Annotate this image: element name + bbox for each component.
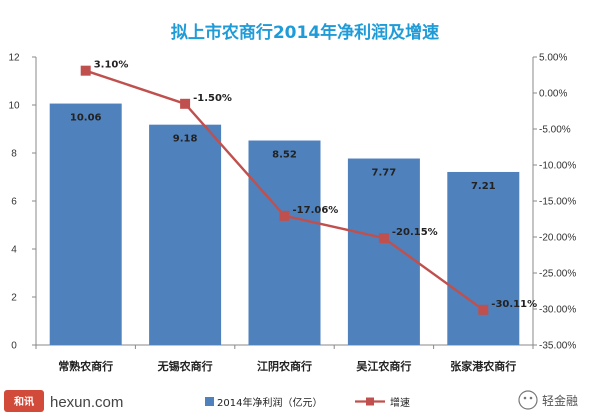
x-category-label: 江阴农商行 — [257, 359, 312, 373]
line-data-label: -20.15% — [392, 227, 438, 238]
y-left-tick-label: 10 — [8, 101, 20, 112]
y-right-tick-label: -20.00% — [539, 233, 576, 244]
growth-marker — [80, 65, 91, 76]
qingjinrong-text: 轻金融 — [542, 393, 578, 408]
y-right-tick-label: -30.00% — [539, 305, 576, 316]
legend-bar-swatch — [205, 397, 214, 406]
qingjinrong-watermark: 轻金融 — [518, 390, 578, 410]
y-left-tick-label: 4 — [11, 245, 17, 256]
growth-marker — [478, 304, 489, 315]
y-right-tick-label: -35.00% — [539, 341, 576, 352]
hexun-site-text: hexun.com — [50, 394, 123, 411]
bar — [149, 124, 222, 346]
y-left-tick-label: 0 — [11, 341, 17, 352]
axes: 0 2 4 6 8 10 12 -35.00% -30.00% -25.00% -20.00% -15… — [8, 53, 576, 374]
hexun-watermark: 和讯 hexun.com — [4, 390, 123, 412]
bar-series — [49, 103, 520, 346]
hexun-logo-text: 和讯 — [13, 395, 34, 408]
wechat-icon — [518, 390, 538, 410]
legend-bar-label: 2014年净利润（亿元） — [217, 396, 322, 409]
wechat-eye-left — [523, 396, 527, 400]
y-left-tick-label: 8 — [11, 149, 17, 160]
y-right-tick-label: -15.00% — [539, 197, 576, 208]
data-labels: 10.06 9.18 8.52 7.77 7.21 3.10% -1.50% -17.06% -… — [70, 60, 537, 310]
bar-data-label: 9.18 — [173, 134, 198, 145]
y-right-tick-label: -5.00% — [539, 125, 571, 136]
line-data-label: -30.11% — [491, 299, 537, 310]
bar — [248, 140, 321, 345]
legend-line-marker — [366, 397, 374, 406]
x-category-label: 无锡农商行 — [157, 359, 213, 373]
bar — [447, 171, 520, 345]
bar-data-label: 8.52 — [272, 150, 297, 161]
bar-data-label: 7.77 — [372, 168, 397, 179]
bar-data-label: 10.06 — [70, 113, 102, 124]
y-left-tick-label: 12 — [8, 53, 20, 64]
line-series — [80, 65, 489, 315]
y-right-tick-label: -25.00% — [539, 269, 576, 280]
chart-title: 拟上市农商行2014年净利润及增速 — [171, 22, 439, 43]
growth-marker — [378, 233, 389, 244]
legend: 2014年净利润（亿元） 增速 — [205, 396, 410, 409]
x-category-label: 张家港农商行 — [450, 359, 516, 373]
hexun-logo-icon — [4, 390, 44, 412]
line-data-label: -1.50% — [193, 93, 232, 104]
growth-marker — [279, 210, 290, 221]
y-left-tick-label: 2 — [11, 293, 17, 304]
line-data-label: 3.10% — [94, 60, 129, 71]
y-left-tick-label: 6 — [11, 197, 17, 208]
growth-marker — [180, 98, 191, 109]
legend-line-label: 增速 — [390, 396, 410, 409]
bar — [347, 158, 420, 345]
x-category-label: 常熟农商行 — [58, 359, 113, 373]
bar — [49, 103, 122, 345]
bar-data-label: 7.21 — [471, 181, 496, 192]
y-right-tick-label: 0.00% — [539, 89, 567, 100]
wechat-eye-right — [529, 396, 533, 400]
y-right-tick-label: -10.00% — [539, 161, 576, 172]
x-category-label: 吴江农商行 — [356, 359, 411, 373]
line-data-label: -17.06% — [293, 205, 339, 216]
y-right-tick-label: 5.00% — [539, 53, 567, 64]
